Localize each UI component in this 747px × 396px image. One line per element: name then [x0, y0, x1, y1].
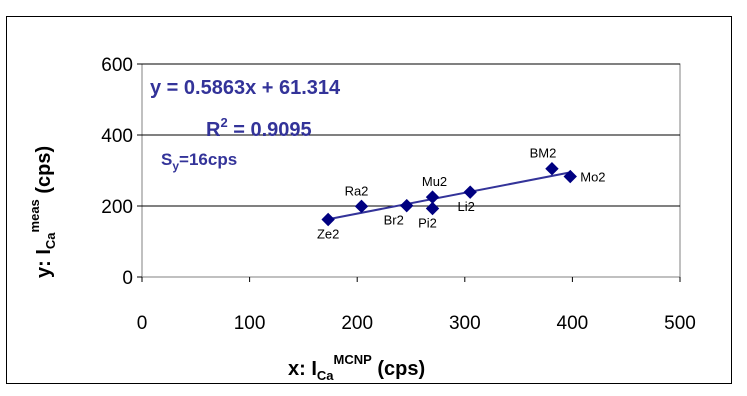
- point-label-Mu2: Mu2: [422, 174, 447, 189]
- x-tick-label: 500: [664, 313, 696, 334]
- x-tick-label: 300: [449, 313, 481, 334]
- x-axis-title-subscript: Ca: [317, 368, 334, 383]
- data-point-BM2: [545, 162, 559, 176]
- r-squared-superscript: 2: [220, 115, 227, 130]
- x-tick-label: 100: [234, 313, 266, 334]
- point-label-Ra2: Ra2: [345, 183, 369, 198]
- y-tick-label: 600: [101, 55, 133, 76]
- y-tick-label: 0: [122, 268, 133, 289]
- trendline: [327, 171, 571, 221]
- y-tick-label: 400: [101, 126, 133, 147]
- data-point-Ze2: [321, 212, 335, 227]
- regression-equation: y = 0.5863x + 61.314: [150, 77, 341, 99]
- data-point-Br2: [399, 198, 414, 213]
- point-labels: Ze2 Ra2 Br2 Mu2 Pi2 Li2 BM2 Mo2: [317, 146, 606, 242]
- trendline-group: [327, 171, 571, 221]
- y-tick-label: 200: [101, 197, 133, 218]
- y-axis-title-unit: (cps): [33, 146, 55, 199]
- r-squared-prefix: R: [206, 119, 221, 141]
- point-label-Li2: Li2: [458, 199, 475, 214]
- sy-value: =16cps: [179, 150, 237, 169]
- data-point-Ra2: [354, 199, 369, 214]
- data-point-Mo2: [563, 169, 577, 184]
- data-points: [321, 162, 577, 227]
- point-label-Ze2: Ze2: [317, 226, 339, 241]
- point-label-Br2: Br2: [384, 213, 404, 228]
- point-label-BM2: BM2: [530, 146, 557, 161]
- y-axis-ticks: 0 200 400 600: [101, 55, 142, 289]
- y-axis-title-superscript: meas: [27, 199, 42, 232]
- sy-annotation: Sy=16cps: [161, 150, 237, 173]
- y-axis-title-subscript: Ca: [43, 232, 58, 249]
- point-label-Mo2: Mo2: [580, 170, 605, 185]
- data-point-Pi2: [425, 201, 440, 216]
- r-squared-value: = 0.9095: [228, 119, 312, 141]
- r-squared-annotation: R2 = 0.9095: [206, 115, 312, 141]
- plot-area: [141, 63, 681, 278]
- x-tick-label: 0: [137, 313, 148, 334]
- x-tick-label: 400: [557, 313, 589, 334]
- y-axis-title-prefix: y: I: [33, 249, 55, 278]
- x-axis-ticks: 0 100 200 300 400 500: [137, 277, 696, 334]
- sy-prefix: S: [161, 150, 172, 169]
- x-axis-title-prefix: x: I: [288, 358, 317, 380]
- data-point-Li2: [463, 185, 477, 199]
- y-axis-title: y: ICameas (cps): [27, 146, 58, 278]
- sy-subscript: y: [172, 159, 179, 173]
- x-axis-title-unit: (cps): [372, 358, 425, 380]
- x-axis-title: x: ICaMCNP (cps): [288, 352, 425, 383]
- x-tick-label: 200: [341, 313, 373, 334]
- x-axis-title-superscript: MCNP: [334, 352, 373, 367]
- point-label-Pi2: Pi2: [418, 215, 437, 230]
